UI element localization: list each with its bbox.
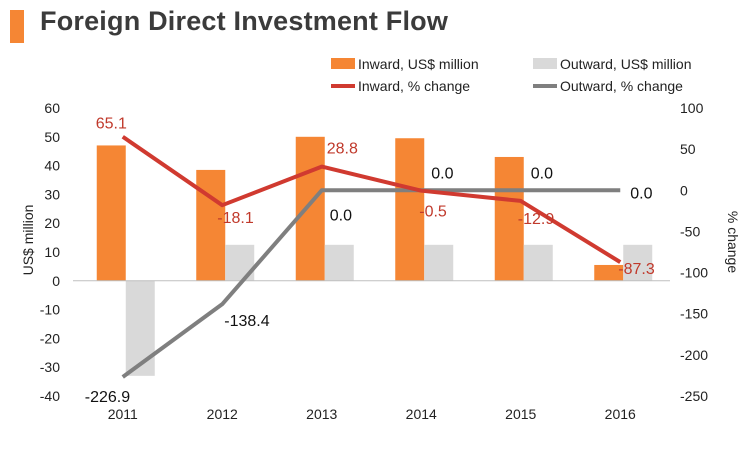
outward-change-line: [121, 188, 621, 379]
outward-bar: [125, 280, 155, 376]
x-tick-label: 2011: [108, 406, 138, 422]
y-tick-label: -40: [40, 388, 60, 404]
outward-change-label: 0.0: [630, 185, 652, 202]
inward-bar: [295, 136, 325, 281]
outward-change-label: -226.9: [85, 389, 130, 406]
inward-change-label: -12.9: [518, 211, 555, 228]
y-tick-label: 10: [44, 244, 60, 260]
inward-bar: [594, 264, 624, 281]
chart-title: Foreign Direct Investment Flow: [40, 6, 449, 36]
y2-tick-label: 50: [680, 141, 696, 157]
y2-tick-label: -100: [680, 265, 708, 281]
legend-inward-line-label: Inward, % change: [358, 78, 470, 94]
y-tick-label: -20: [40, 330, 60, 346]
inward-change-line: [121, 135, 622, 264]
inward-bar: [494, 156, 524, 281]
y2-axis-title: % change: [725, 211, 741, 273]
y-tick-label: 60: [44, 100, 60, 116]
outward-change-label: 0.0: [531, 165, 553, 182]
inward-bar: [395, 138, 425, 281]
x-tick-label: 2015: [505, 406, 536, 422]
y2-tick-label: -250: [680, 388, 708, 404]
y2-tick-label: 100: [680, 100, 704, 116]
x-tick-label: 2013: [306, 406, 337, 422]
y-axis-title: US$ million: [20, 205, 36, 276]
outward-bar: [523, 244, 553, 281]
y-tick-label: 0: [52, 273, 60, 289]
y2-tick-label: -200: [680, 347, 708, 363]
y-tick-label: 30: [44, 186, 60, 202]
outward-bar: [623, 244, 653, 281]
inward-change-label: -18.1: [217, 210, 254, 227]
title-accent-bar: [10, 10, 24, 43]
y-tick-label: 50: [44, 129, 60, 145]
y-tick-label: 20: [44, 215, 60, 231]
inward-change-label: 28.8: [327, 141, 358, 158]
y-tick-label: -10: [40, 302, 60, 318]
outward-change-label: 0.0: [330, 207, 352, 224]
inward-change-label: -87.3: [618, 261, 655, 278]
x-tick-label: 2012: [207, 406, 238, 422]
legend-outward-bar-label: Outward, US$ million: [560, 56, 692, 72]
inward-change-label: 65.1: [96, 116, 127, 133]
legend-outward-bar-swatch: [533, 58, 557, 69]
inward-change-label: -0.5: [419, 204, 447, 221]
x-tick-label: 2014: [406, 406, 437, 422]
outward-bar: [424, 244, 454, 281]
y2-tick-label: 0: [680, 182, 688, 198]
outward-change-label: -138.4: [224, 313, 269, 330]
legend-inward-bar-label: Inward, US$ million: [358, 56, 479, 72]
y-tick-label: -30: [40, 359, 60, 375]
inward-bar: [96, 145, 126, 281]
x-tick-label: 2016: [605, 406, 636, 422]
outward-change-label: 0.0: [431, 165, 453, 182]
legend-inward-bar-swatch: [331, 58, 355, 69]
legend-outward-line-label: Outward, % change: [560, 78, 683, 94]
y-tick-label: 40: [44, 158, 60, 174]
y2-tick-label: -50: [680, 223, 700, 239]
y2-tick-label: -150: [680, 306, 708, 322]
outward-bar: [324, 244, 354, 281]
